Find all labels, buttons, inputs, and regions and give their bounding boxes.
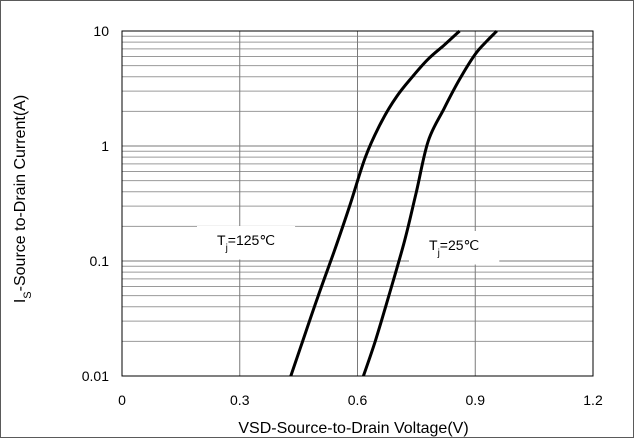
x-tick-label: 1.2 [583,392,603,408]
y-axis-title: IS-Source to-Drain Current(A) [12,95,34,303]
grid [121,30,594,377]
curve-label-text: Tj=125℃ [217,232,275,254]
curve-label-1: Tj=25℃ [409,231,500,265]
curve-label-main: T [217,232,226,248]
x-tick-label: 0.3 [230,392,250,408]
curve-label-bg [409,231,500,265]
x-tick-label: 0 [118,392,126,408]
series-line-0 [289,29,461,377]
curve-label-rest: =25℃ [440,237,479,253]
curve-label-sub: j [437,248,440,259]
y-tick-label: 10 [93,23,109,39]
y-tick-label: 0.01 [82,368,109,384]
curve-labels: Tj=125℃ Tj=25℃ [197,226,500,265]
curve-label-rest: =125℃ [228,232,275,248]
x-tick-label: 0.6 [348,392,368,408]
plot-border [121,30,594,377]
curve-label-main: T [429,237,438,253]
x-tick-label: 0.9 [466,392,486,408]
y-axis-title-rest: -Source to-Drain Current(A) [12,95,29,292]
y-axis-title-main: I [12,299,29,303]
curve-label-text: Tj=25℃ [429,237,479,259]
tick-labels: 0 0.3 0.6 0.9 1.2 0.01 0.1 1 10 [82,23,603,408]
curve-label-sub: j [225,243,228,254]
curve-label-0: Tj=125℃ [197,226,296,260]
curves [289,29,498,377]
x-axis-title: VSD-Source-to-Drain Voltage(V) [238,420,468,437]
series-line-1 [361,29,498,377]
curve-label-bg [197,226,296,260]
y-tick-label: 1 [101,138,109,154]
y-axis-title-sub: S [22,291,34,298]
y-tick-label: 0.1 [90,253,110,269]
